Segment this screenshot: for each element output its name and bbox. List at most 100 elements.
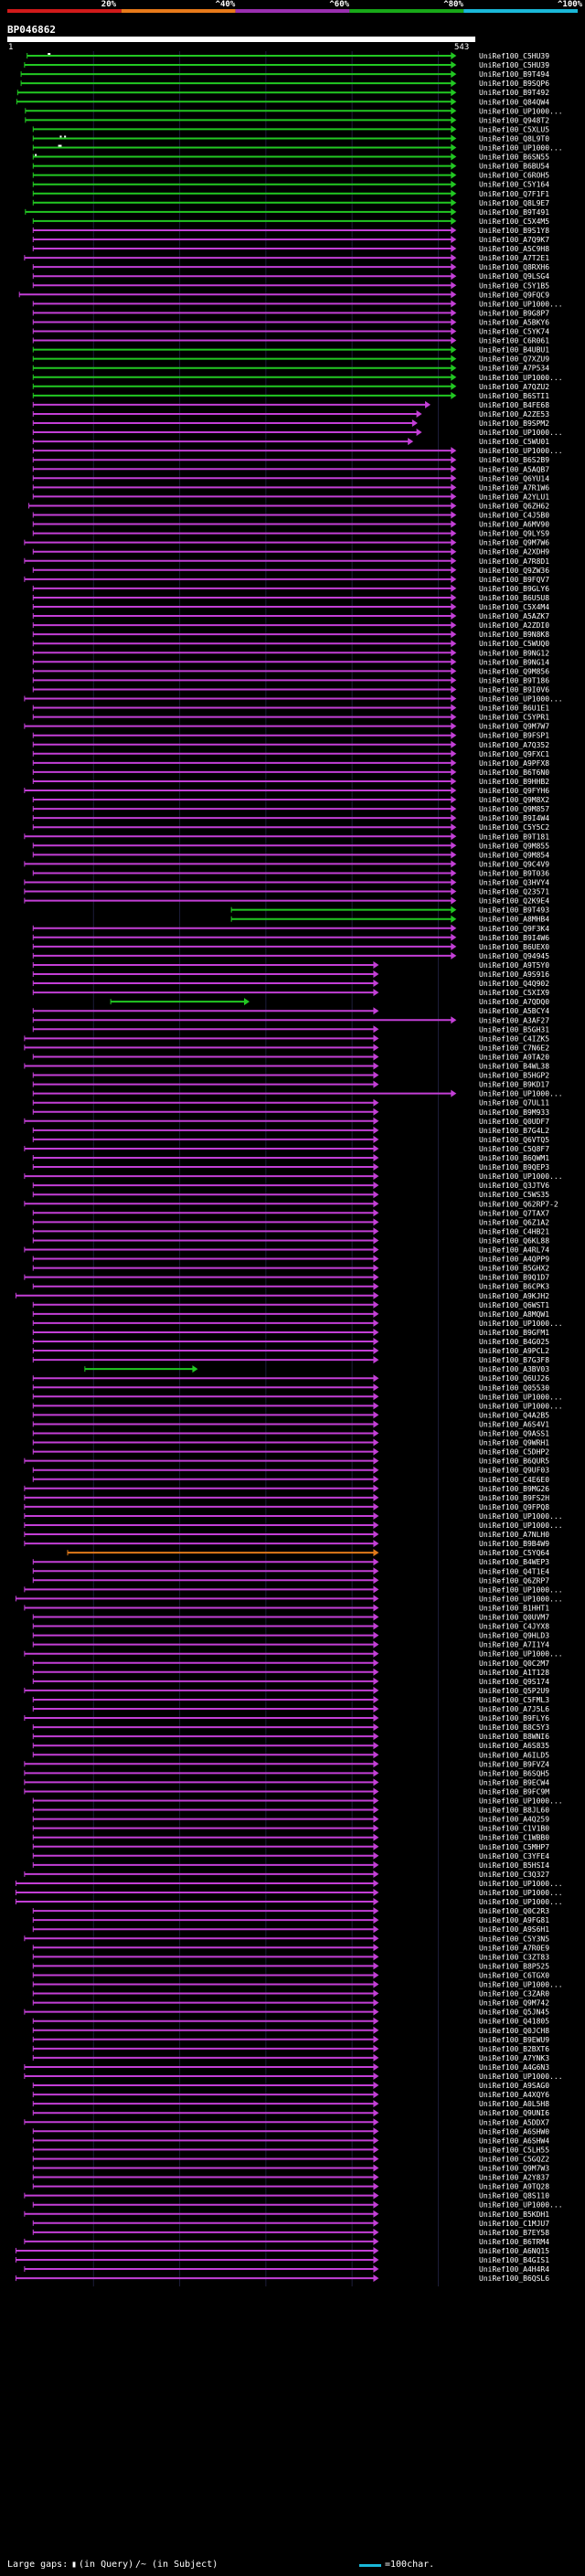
hit-label: UniRef100_B9HHB2 (479, 778, 549, 786)
hit-arrowhead (451, 272, 457, 281)
hit-label: UniRef100_C5Y3N5 (479, 1935, 549, 1943)
hit-arrowhead (373, 1668, 379, 1676)
hit-label: UniRef100_A2ZE53 (479, 410, 549, 419)
hit-label: UniRef100_C5YQ64 (479, 1549, 549, 1557)
hit-row: UniRef100_C5Y1B5 (32, 281, 549, 290)
hit-label: UniRef100_B2BXT6 (479, 2045, 549, 2053)
hit-arrowhead (451, 125, 457, 133)
hit-row: UniRef100_Q9M7W6 (24, 538, 549, 547)
hit-row: UniRef100_C5Y5C2 (32, 823, 549, 832)
hit-arrowhead (451, 869, 457, 877)
hit-row: UniRef100_A7J5L6 (32, 1705, 549, 1713)
hit-label: UniRef100_Q4Q902 (479, 980, 549, 988)
hit-label: UniRef100_A7QDQ0 (479, 998, 549, 1006)
hit-arrowhead (373, 1356, 379, 1364)
hit-row: UniRef100_Q6VTQ5 (32, 1135, 549, 1144)
hit-label: UniRef100_A9S916 (479, 970, 549, 979)
hit-arrowhead (451, 245, 457, 253)
hit-label: UniRef100_C5YK74 (479, 328, 549, 336)
hit-arrowhead (373, 1309, 379, 1318)
hit-label: UniRef100_B6TRM4 (479, 2238, 549, 2246)
hit-row: UniRef100_Q7XZU9 (32, 355, 549, 364)
hit-label: UniRef100_A7R8D1 (479, 557, 549, 566)
hit-arrowhead (451, 52, 457, 59)
hit-row: UniRef100_C5WUQ0 (32, 640, 549, 648)
hit-row: UniRef100_B9T036 (32, 869, 549, 877)
hit-row: UniRef100_A2ZDI0 (32, 621, 549, 630)
hit-label: UniRef100_B9FQV7 (479, 576, 549, 584)
hit-row: UniRef100_B5HSI4 (32, 1860, 549, 1870)
hit-label: UniRef100_Q4A2B5 (479, 1411, 549, 1419)
hit-row: UniRef100_Q7UL11 (32, 1098, 549, 1108)
hit-label: UniRef100_UP1000... (479, 1585, 563, 1594)
hit-label: UniRef100_A7Q352 (479, 741, 549, 749)
hit-arrowhead (451, 217, 457, 225)
hit-row: UniRef100_A9KJH2 (15, 1291, 549, 1300)
hit-gap-marker (35, 154, 37, 156)
hit-arrowhead (451, 796, 457, 804)
hit-row: UniRef100_C5WU01 (32, 438, 549, 446)
hit-row: UniRef100_C4JYX8 (32, 1622, 549, 1631)
hit-arrowhead (451, 80, 457, 88)
hit-arrowhead (451, 915, 457, 923)
hit-row: UniRef100_B5GH31 (32, 1025, 549, 1034)
hit-row: UniRef100_UP1000... (32, 1402, 563, 1410)
hit-arrowhead (373, 2136, 379, 2145)
hit-row: UniRef100_UP1000... (25, 107, 563, 115)
hit-label: UniRef100_Q6ZRP7 (479, 1576, 549, 1585)
hit-row: UniRef100_B1HHT1 (24, 1604, 549, 1612)
hit-row: UniRef100_Q9FYH6 (24, 787, 549, 795)
hit-arrowhead (451, 281, 457, 290)
hit-arrowhead (373, 1502, 379, 1511)
hit-label: UniRef100_C5Y164 (479, 181, 549, 189)
hit-label: UniRef100_Q9ZW36 (479, 567, 549, 575)
hit-row: UniRef100_Q9F3K4 (32, 924, 549, 933)
hit-row: UniRef100_Q9M8X2 (32, 796, 549, 804)
hit-arrowhead (451, 924, 457, 932)
legend-large-gaps: Large gaps: (7, 2560, 69, 2570)
hit-label: UniRef100_Q9M857 (479, 805, 549, 813)
hit-label: UniRef100_B9T186 (479, 676, 549, 684)
hit-label: UniRef100_A5BCY4 (479, 1007, 549, 1015)
hit-arrowhead (373, 1870, 379, 1878)
hit-label: UniRef100_B6QWM1 (479, 1154, 549, 1162)
hit-label: UniRef100_C1MJU7 (479, 2220, 549, 2228)
hit-arrowhead (416, 429, 422, 437)
hit-row: UniRef100_B6UEX0 (32, 942, 549, 951)
hit-row: UniRef100_A9PFX8 (32, 758, 549, 768)
query-start-label: 1 (8, 43, 13, 52)
hit-row: UniRef100_Q23571 (24, 887, 549, 896)
hit-label: UniRef100_A6SHW4 (479, 2136, 549, 2145)
hit-arrowhead (373, 1053, 379, 1061)
hit-arrowhead (451, 226, 457, 234)
hit-label: UniRef100_B9SPM2 (479, 419, 549, 428)
hit-label: UniRef100_UP1000... (479, 1981, 563, 1989)
hit-arrowhead (373, 1126, 379, 1134)
hit-arrowhead (373, 1429, 379, 1437)
hit-label: UniRef100_C6TGX0 (479, 1971, 549, 1979)
hit-gap-marker (58, 144, 60, 147)
legend-scale-label: =100char. (385, 2560, 435, 2570)
hit-label: UniRef100_Q94945 (479, 952, 549, 960)
hit-label: UniRef100_Q9M742 (479, 1999, 549, 2008)
hit-arrowhead (411, 419, 418, 427)
hit-label: UniRef100_A9S6H1 (479, 1925, 549, 1934)
hit-label: UniRef100_C3ZT83 (479, 1953, 549, 1961)
hit-label: UniRef100_Q6KL88 (479, 1236, 549, 1245)
hit-row: UniRef100_A9T5Y0 (32, 960, 549, 970)
hit-row: UniRef100_Q4T1E4 (32, 1567, 549, 1575)
hit-label: UniRef100_B5GHX2 (479, 1265, 549, 1273)
hit-row: UniRef100_A7NLH0 (24, 1531, 549, 1539)
hit-label: UniRef100_B6BU54 (479, 163, 549, 171)
hit-row: UniRef100_B4G025 (32, 1338, 549, 1346)
hit-label: UniRef100_UP1000... (479, 1172, 563, 1181)
hit-label: UniRef100_Q9UNI6 (479, 2109, 549, 2117)
hit-row: UniRef100_A6MV90 (32, 520, 549, 529)
scale-tick-label: ^40% (216, 0, 236, 9)
hit-row: UniRef100_UP1000... (24, 1521, 563, 1530)
hit-arrowhead (373, 1521, 379, 1529)
hit-arrowhead (373, 1695, 379, 1703)
hit-arrowhead (373, 2219, 379, 2227)
hit-arrowhead (373, 1034, 379, 1043)
hit-arrowhead (373, 1851, 379, 1860)
